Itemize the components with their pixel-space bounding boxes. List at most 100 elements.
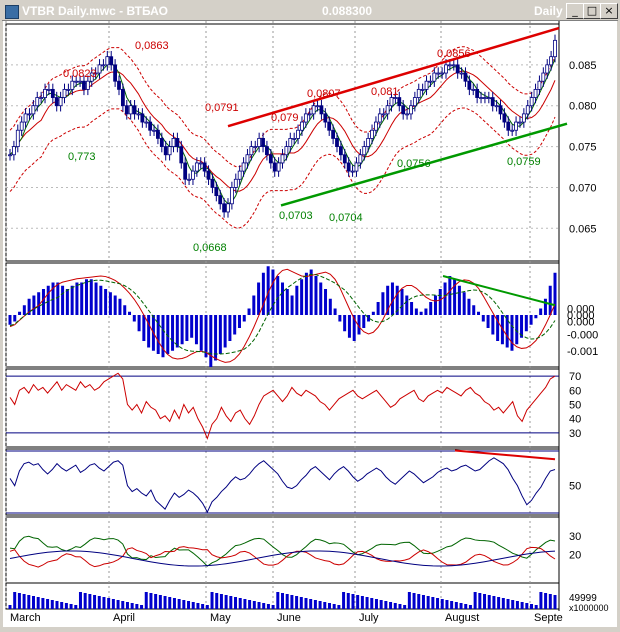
volume-bar <box>191 602 195 609</box>
price-candle <box>397 97 402 107</box>
price-candle <box>374 121 378 131</box>
price-candle <box>467 80 472 90</box>
price-candle <box>331 129 336 139</box>
macd-histogram-bar <box>295 285 299 315</box>
adx-line <box>9 550 556 567</box>
volume-bar <box>304 598 308 609</box>
macd-histogram-bar <box>433 295 437 315</box>
price-candle <box>498 105 503 115</box>
price-candle <box>338 146 343 156</box>
macd-histogram-bar <box>104 289 108 315</box>
volume-bar <box>398 604 402 609</box>
macd-tick-2: 0.000 <box>567 317 595 329</box>
support-trendline <box>280 122 568 207</box>
price-candle <box>342 154 347 164</box>
macd-histogram-bar <box>46 285 50 315</box>
volume-bar <box>351 594 355 609</box>
price-candle <box>420 88 425 91</box>
macd-histogram-bar <box>180 315 184 345</box>
macd-histogram-bar <box>524 315 528 332</box>
volume-bar <box>22 594 26 609</box>
volume-bar <box>393 603 397 609</box>
price-candle <box>471 88 476 91</box>
price-candle <box>101 64 106 67</box>
macd-histogram-bar <box>161 315 165 358</box>
rsi-tick-40: 40 <box>569 414 581 426</box>
volume-bar <box>468 605 472 609</box>
volume-bar <box>64 603 68 609</box>
volume-bar <box>187 601 191 609</box>
panel-price-frame <box>5 23 560 262</box>
macd-histogram-bar <box>257 282 261 315</box>
close-button[interactable]: × <box>600 3 618 19</box>
volume-bar <box>497 597 501 609</box>
macd-histogram-bar <box>386 285 390 315</box>
macd-tick-3: -0.000 <box>567 330 598 342</box>
macd-histogram-bar <box>242 315 246 322</box>
price-candle <box>514 121 518 131</box>
volume-bar <box>130 603 134 609</box>
price-candle <box>296 129 300 139</box>
minimize-button[interactable]: _ <box>566 3 584 19</box>
price-candle <box>393 97 398 99</box>
price-candle <box>280 154 285 164</box>
adx-tick-30: 30 <box>569 531 581 543</box>
volume-bar <box>78 592 82 609</box>
volume-bar <box>454 602 458 609</box>
price-candle <box>323 113 328 123</box>
macd-histogram-bar <box>300 279 304 315</box>
volume-bar <box>8 605 12 609</box>
volume-bar <box>290 595 294 609</box>
macd-histogram-bar <box>486 315 490 328</box>
price-candle <box>490 97 495 107</box>
macd-histogram-bar <box>89 279 93 315</box>
price-candle <box>43 88 47 98</box>
rsi-tick-70: 70 <box>569 371 581 383</box>
macd-histogram-bar <box>266 266 270 315</box>
price-candle <box>105 56 110 66</box>
price-candle <box>545 64 550 74</box>
macd-histogram-bar <box>390 282 394 315</box>
volume-bar <box>210 592 214 609</box>
maximize-button[interactable]: □ <box>583 3 601 19</box>
volume-bar <box>515 601 519 609</box>
volume-bar <box>60 602 64 609</box>
volume-bar <box>266 604 270 609</box>
volume-bar <box>55 601 59 609</box>
volume-bar <box>116 600 120 609</box>
macd-histogram-bar <box>22 305 26 315</box>
price-candle <box>518 121 522 124</box>
volume-unit: x1000000 <box>569 603 609 613</box>
macd-histogram-bar <box>156 315 160 354</box>
macd-histogram-bar <box>381 292 385 315</box>
macd-histogram-bar <box>477 311 481 315</box>
price-candle <box>179 146 184 164</box>
volume-bar <box>27 595 31 609</box>
price-candle <box>89 72 94 82</box>
volume-bar <box>163 596 167 609</box>
price-candle <box>553 39 557 58</box>
volume-bar <box>464 604 468 609</box>
price-candle <box>354 162 359 172</box>
price-candle <box>144 121 149 124</box>
price-candle <box>19 121 24 131</box>
volume-bar <box>74 605 78 609</box>
price-candle <box>171 138 176 147</box>
price-annotation-12: 0,0759 <box>507 156 541 168</box>
price-candle <box>525 105 530 115</box>
macd-histogram-bar <box>534 315 538 319</box>
price-candle <box>187 178 191 181</box>
macd-histogram-bar <box>328 298 332 315</box>
volume-bar <box>327 603 331 609</box>
volume-bar <box>205 605 209 609</box>
price-candle <box>245 154 250 164</box>
price-candle <box>265 146 269 156</box>
rsi-tick-60: 60 <box>569 385 581 397</box>
price-candle <box>444 64 448 74</box>
price-candle <box>85 80 90 90</box>
macd-histogram-bar <box>453 279 457 315</box>
price-candle <box>233 178 238 188</box>
price-candle <box>27 113 32 116</box>
macd-histogram-bar <box>199 315 203 351</box>
price-candle <box>389 97 394 107</box>
